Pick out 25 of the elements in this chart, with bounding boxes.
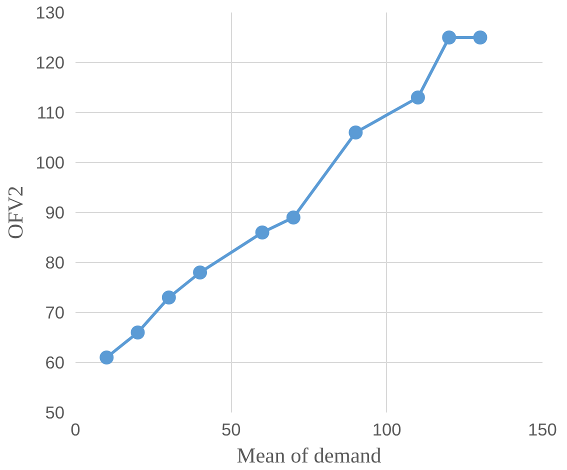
- point: [348, 126, 363, 140]
- point: [193, 266, 208, 280]
- x-tick-label: 50: [222, 420, 241, 440]
- y-tick-label: 50: [45, 402, 65, 422]
- y-tick-label: 80: [45, 252, 65, 272]
- y-tick-label: 130: [36, 2, 65, 22]
- x-tick-label: 100: [372, 420, 402, 440]
- y-tick-label: 60: [45, 352, 65, 372]
- point: [473, 30, 488, 44]
- y-axis-title: OFV2: [4, 186, 28, 240]
- y-tick-label: 90: [45, 202, 65, 222]
- point: [130, 326, 145, 340]
- y-tick-label: 120: [36, 52, 65, 72]
- point: [286, 210, 300, 224]
- point: [410, 90, 425, 104]
- y-tick-label: 70: [45, 302, 65, 322]
- x-axis-title: Mean of demand: [236, 444, 382, 468]
- point: [255, 226, 270, 240]
- point: [100, 350, 114, 364]
- point: [162, 290, 176, 304]
- x-tick-label: 150: [528, 420, 557, 440]
- y-tick-label: 110: [36, 102, 65, 122]
- point: [442, 30, 456, 44]
- x-tick-label: 0: [70, 420, 80, 440]
- y-tick-label: 100: [36, 152, 65, 172]
